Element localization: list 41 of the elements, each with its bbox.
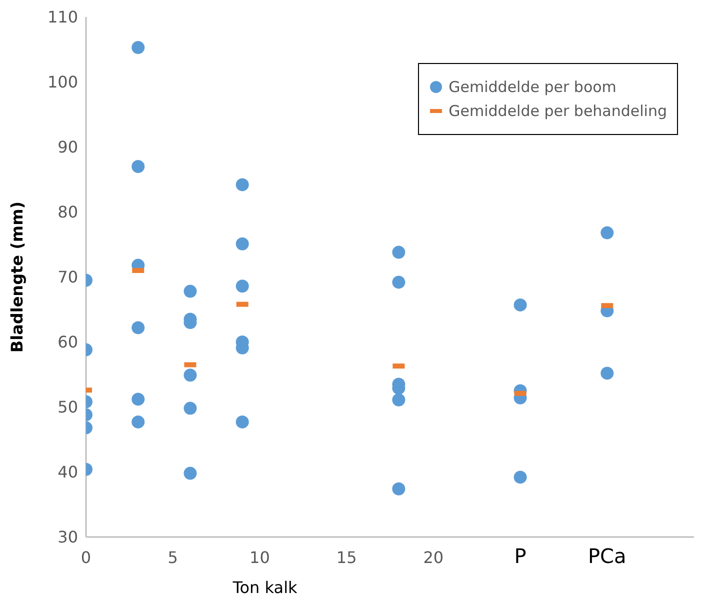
y-tick-label: 70 xyxy=(58,268,78,287)
point xyxy=(514,470,527,484)
point xyxy=(514,298,527,312)
point xyxy=(132,392,145,406)
point xyxy=(132,415,145,428)
x-tick-label: P xyxy=(514,544,526,568)
point xyxy=(184,368,197,382)
x-tick-label: 20 xyxy=(423,548,444,567)
point xyxy=(236,237,249,250)
point xyxy=(236,415,249,428)
x-tick-label: 5 xyxy=(168,548,178,567)
legend-label: Gemiddelde per boom xyxy=(448,78,616,96)
x-tick-label: 15 xyxy=(336,548,357,567)
y-tick-label: 50 xyxy=(58,398,78,417)
point xyxy=(236,280,249,293)
point xyxy=(184,402,197,415)
point xyxy=(392,246,406,259)
y-tick-label: 30 xyxy=(58,528,78,547)
y-tick-label: 60 xyxy=(58,332,78,352)
point xyxy=(184,284,197,298)
legend-label: Gemiddelde per behandeling xyxy=(448,102,667,120)
y-tick-label: 110 xyxy=(47,8,78,27)
point xyxy=(392,276,406,289)
point xyxy=(236,178,249,192)
x-tick-label: 0 xyxy=(80,548,92,567)
point xyxy=(184,466,197,480)
x-tick-label: 10 xyxy=(250,548,270,567)
y-tick-label: 40 xyxy=(58,462,78,482)
x-tick-label: PCa xyxy=(588,544,626,568)
y-tick-label: 100 xyxy=(47,72,78,92)
y-axis-title: Bladlengte (mm) xyxy=(8,201,27,353)
x-axis-title: Ton kalk xyxy=(232,578,298,597)
point xyxy=(132,321,145,334)
y-tick-label: 90 xyxy=(58,138,78,157)
point xyxy=(392,393,406,406)
point xyxy=(132,41,145,54)
point xyxy=(600,366,614,380)
y-tick-label: 80 xyxy=(58,202,78,222)
point xyxy=(392,482,406,496)
point xyxy=(132,160,145,173)
point xyxy=(600,226,614,240)
